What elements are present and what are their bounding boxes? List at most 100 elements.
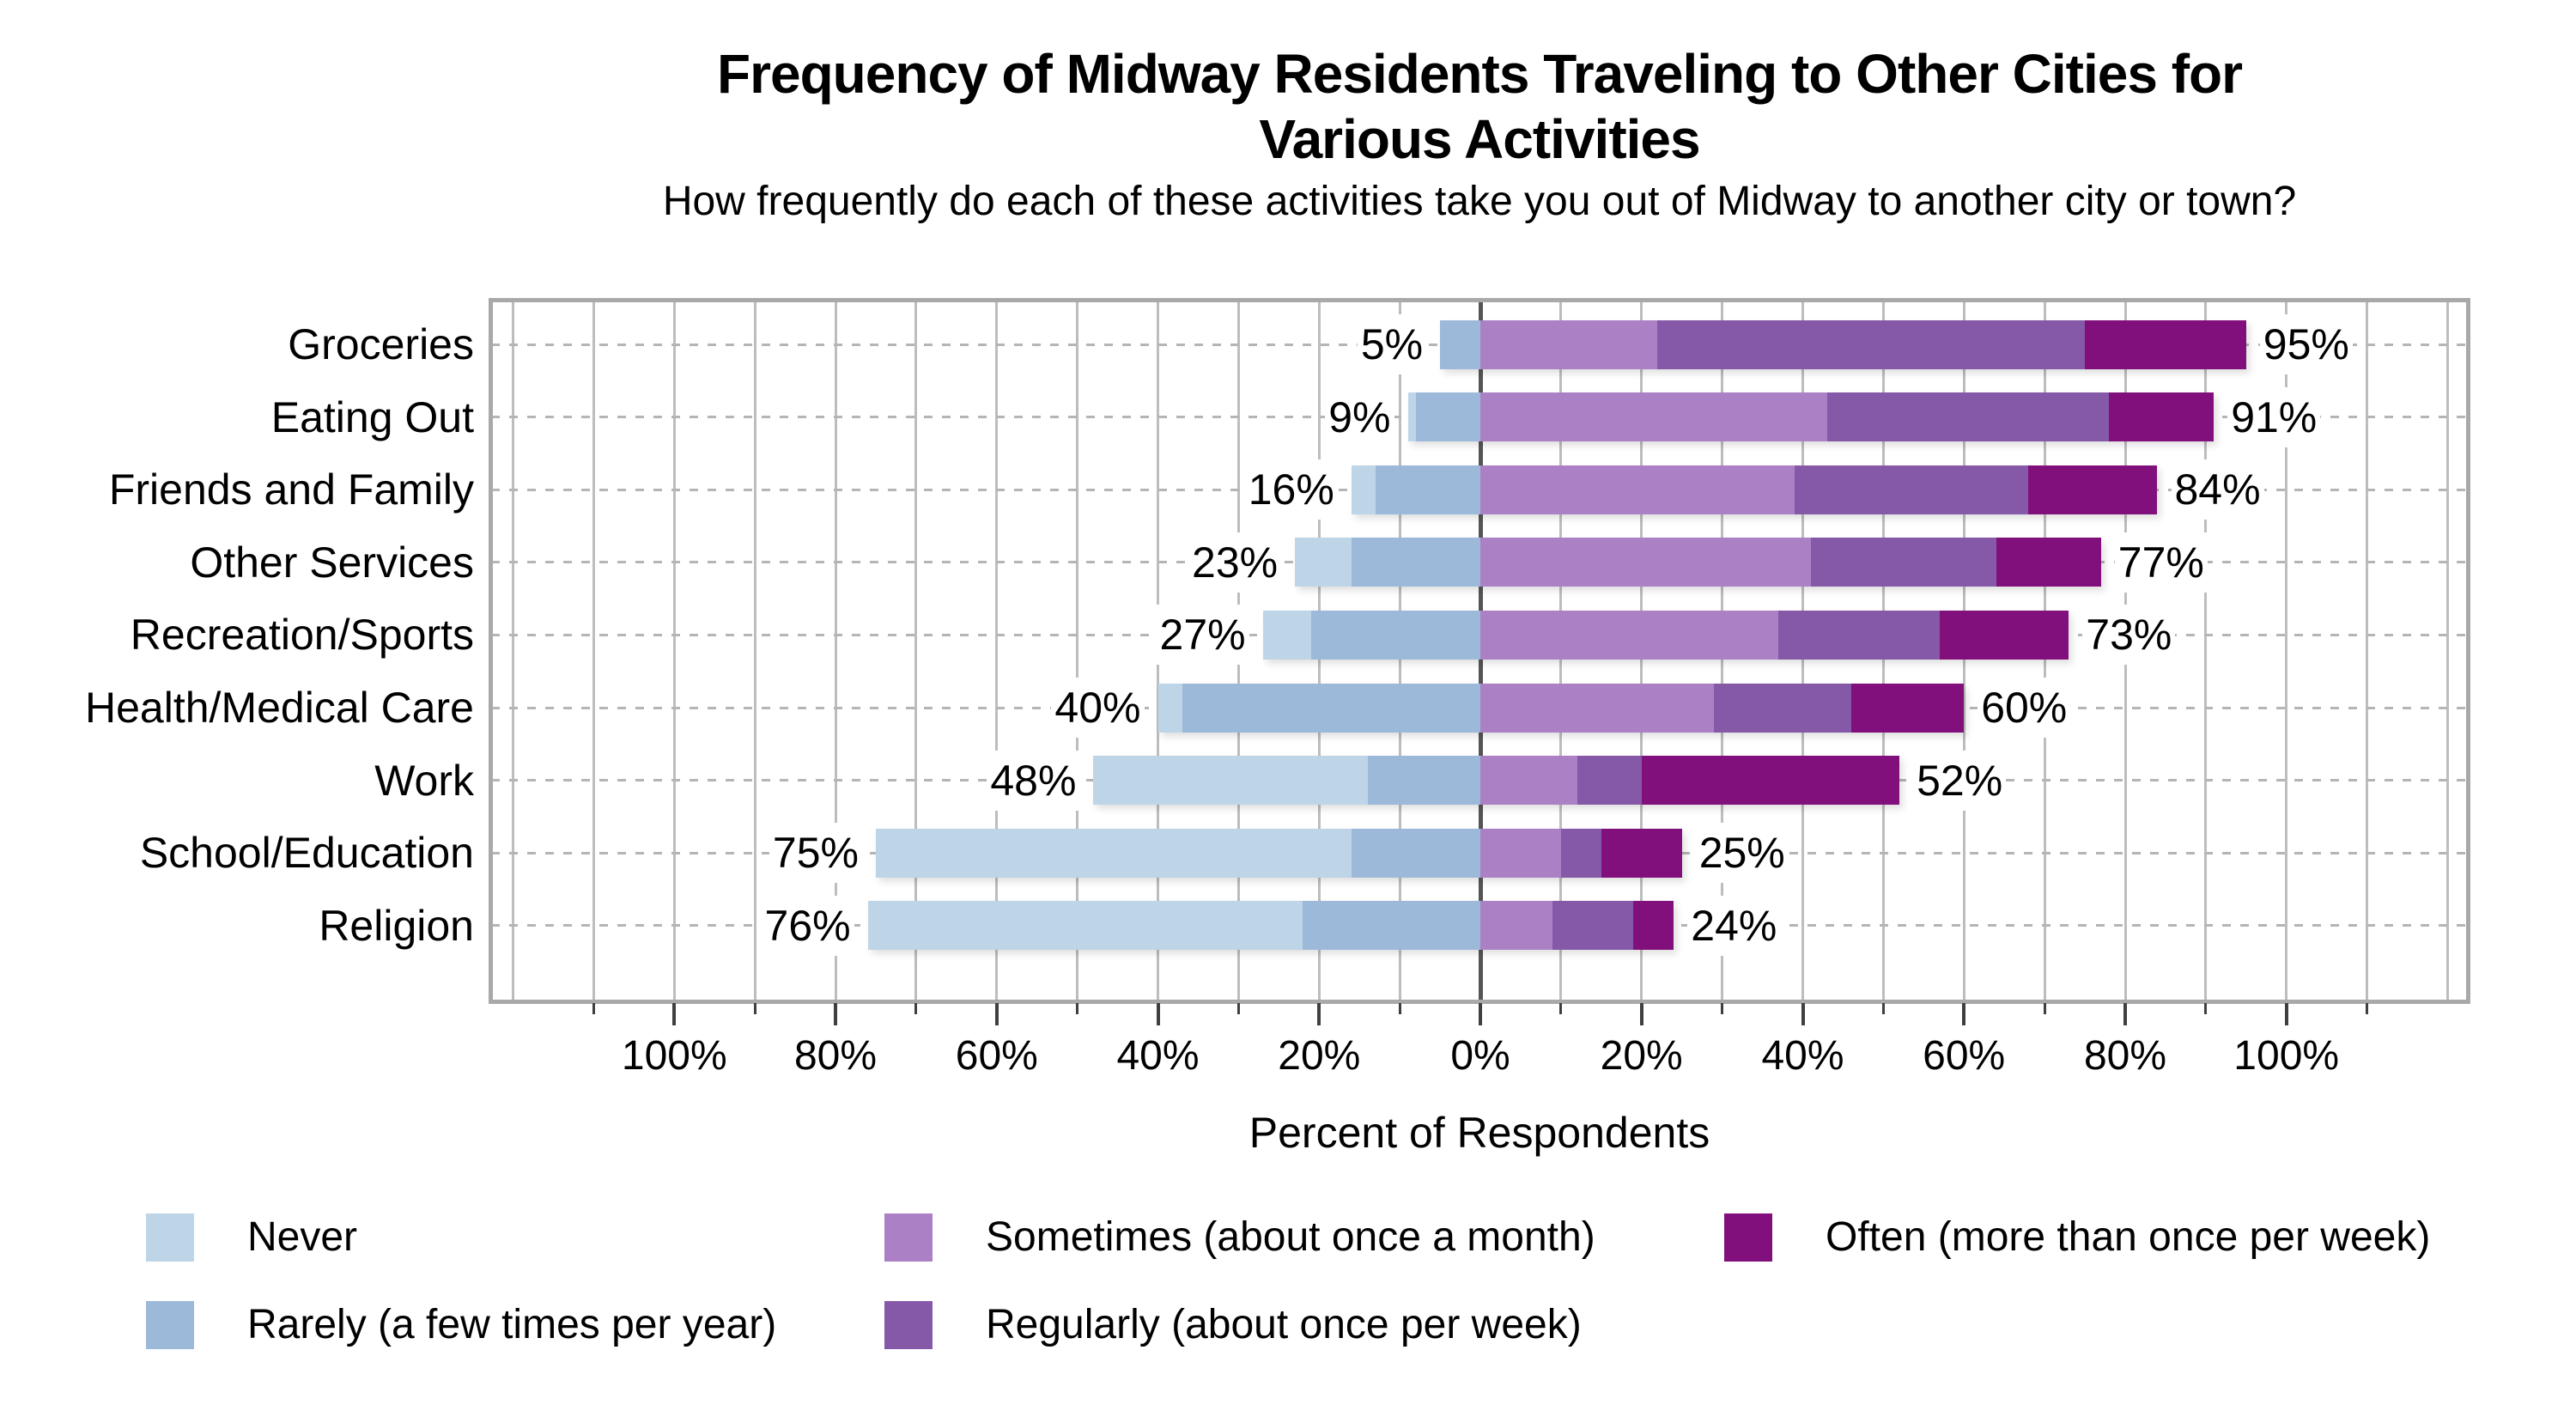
x-tick-label: 60% [955,1033,1038,1079]
x-tick-label: 40% [1761,1033,1844,1079]
bar-segment-never [1157,683,1182,733]
value-label-left: 48% [987,750,1080,811]
bar-segment-never [1351,465,1376,514]
legend-item: Never [146,1213,357,1262]
legend-item: Often (more than once per week) [1724,1213,2430,1262]
legend-swatch-regularly [884,1301,933,1349]
x-tick-label: 80% [793,1033,878,1079]
bar-segment-regularly [1552,901,1634,951]
bar-segment-never [1407,392,1416,442]
x-tick-major [1801,1003,1805,1025]
bar-segment-never [1093,756,1368,806]
x-tick-minor [1076,1003,1079,1014]
bar [876,828,1682,878]
bar-segment-rarely [1440,319,1480,369]
legend-label: Sometimes (about once a month) [986,1214,1595,1260]
bar-segment-regularly [1577,756,1642,806]
gridline-vertical [1076,301,1079,1001]
gridline-vertical [834,301,837,1001]
x-tick-label: 0% [1450,1033,1510,1079]
x-tick-major [1639,1003,1643,1025]
x-tick-label: 20% [1600,1033,1683,1079]
x-tick-major [672,1003,677,1025]
category-label: Eating Out [270,392,474,441]
category-label: Recreation/Sports [130,611,474,660]
bar-segment-regularly [1714,683,1851,733]
gridline-vertical [672,301,676,1001]
x-axis-title: Percent of Respondents [1249,1109,1710,1157]
gridline-vertical [2445,301,2449,1001]
value-label-left: 16% [1244,459,1338,520]
value-label-left: 76% [761,895,854,956]
bar-segment-never [876,828,1352,878]
x-tick-label: 80% [2083,1033,2167,1079]
x-tick-minor [914,1003,918,1014]
value-label-right: 25% [1695,823,1789,884]
bar-segment-sometimes [1479,392,1827,442]
value-label-left: 27% [1156,605,1249,666]
x-tick-label: 20% [1278,1033,1361,1079]
x-tick-major [1317,1003,1321,1025]
category-label: Groceries [288,320,474,368]
bar [1440,319,2246,369]
bar-segment-often [2028,465,2158,514]
bar-segment-regularly [1810,538,1996,587]
bar-segment-rarely [1310,610,1480,660]
bar-segment-often [1939,610,2069,660]
bar-segment-rarely [1367,756,1480,806]
x-tick-major [834,1003,837,1025]
x-tick-minor [1721,1003,1724,1014]
bar-segment-often [1850,683,1965,733]
bar [1157,683,1965,733]
bar-segment-rarely [1375,465,1480,514]
bar-segment-often [1633,901,1674,951]
bar [1407,392,2215,442]
bar-segment-regularly [1795,465,2029,514]
bar-segment-sometimes [1479,465,1795,514]
bar-segment-regularly [1560,828,1601,878]
legend-item: Regularly (about once per week) [884,1300,1582,1350]
bar-segment-sometimes [1479,683,1715,733]
x-tick-minor [2366,1003,2369,1014]
bar-segment-never [1262,610,1311,660]
x-tick-minor [2043,1003,2046,1014]
chart-title-line1: Frequency of Midway Residents Traveling … [716,43,2243,105]
legend-swatch-never [146,1213,194,1262]
category-label: Friends and Family [108,465,474,514]
category-label: Health/Medical Care [85,684,474,732]
bar-segment-never [867,901,1303,951]
x-tick-major [1156,1003,1160,1025]
gridline-vertical [753,301,756,1001]
chart-title: Frequency of Midway Residents Traveling … [491,41,2468,172]
value-label-left: 9% [1325,386,1394,447]
value-label-left: 75% [769,823,862,884]
value-label-right: 84% [2171,459,2264,520]
gridline-vertical [995,301,999,1001]
chart-subtitle: How frequently do each of these activiti… [662,179,2297,224]
x-tick-major [2284,1003,2288,1025]
legend-swatch-rarely [146,1301,194,1349]
value-label-right: 95% [2259,314,2353,374]
x-tick-minor [753,1003,756,1014]
bar-segment-regularly [1826,392,2110,442]
plot-border [489,298,2470,1004]
bar [867,901,1674,951]
x-tick-minor [1881,1003,1885,1014]
x-tick-minor [1236,1003,1240,1014]
value-label-right: 60% [1978,678,2071,738]
x-tick-minor [2204,1003,2208,1014]
x-tick-major [1962,1003,1966,1025]
bar-segment-often [1641,756,1900,806]
value-label-right: 24% [1687,895,1781,956]
bar-segment-regularly [1657,319,2085,369]
x-tick-label: 60% [1923,1033,2006,1079]
bar-segment-often [2109,392,2215,442]
x-tick-minor [592,1003,595,1014]
bar-segment-sometimes [1479,610,1779,660]
bar-segment-sometimes [1479,901,1553,951]
value-label-left: 5% [1357,314,1427,374]
gridline-vertical [2366,301,2369,1001]
